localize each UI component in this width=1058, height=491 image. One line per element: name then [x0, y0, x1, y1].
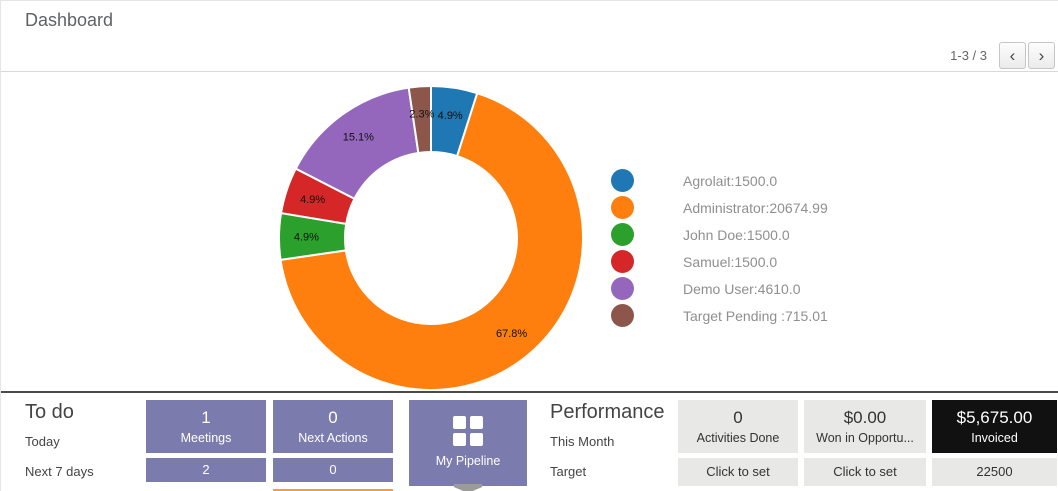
chevron-right-icon: › [1038, 46, 1045, 65]
activities-target-tile[interactable]: Click to set [678, 458, 798, 486]
invoiced-label: Invoiced [971, 430, 1018, 445]
legend-label: Administrator:20674.99 [683, 199, 828, 216]
kanban-bottom-section: To do Today Next 7 days 1 Meetings 0 Nex… [1, 391, 1058, 491]
won-opportunities-amount: $0.00 [843, 407, 887, 427]
pager-next-button[interactable]: › [1028, 42, 1055, 69]
next-actions-next7-tile[interactable]: 0 [273, 458, 393, 482]
pager: 1-3 / 3 ‹ › [950, 42, 1055, 69]
my-pipeline-tile[interactable]: My Pipeline [409, 400, 527, 486]
activities-done-tile[interactable]: 0 Activities Done [678, 400, 798, 453]
legend-item[interactable]: John Doe:1500.0 [611, 221, 828, 248]
legend-color-dot [611, 223, 634, 246]
legend-label: John Doe:1500.0 [683, 226, 790, 243]
chart-legend: Agrolait:1500.0 Administrator:20674.99 Joh… [611, 167, 828, 329]
legend-label: Agrolait:1500.0 [683, 172, 778, 189]
performance-row2-label: Target [550, 464, 587, 479]
invoiced-target-tile[interactable]: 22500 [932, 458, 1057, 486]
legend-item[interactable]: Target Pending :715.01 [611, 302, 828, 329]
pager-range: 1-3 / 3 [950, 48, 987, 63]
legend-item[interactable]: Administrator:20674.99 [611, 194, 828, 221]
next-actions-count: 0 [328, 407, 338, 427]
chevron-left-icon: ‹ [1009, 46, 1016, 65]
slice-percent-label: 4.9% [294, 232, 319, 244]
down-arrow-indicator [454, 484, 482, 491]
activities-done-label: Activities Done [696, 430, 780, 445]
meetings-label: Meetings [180, 430, 232, 445]
todo-row1-label: Today [25, 434, 60, 449]
legend-color-dot [611, 304, 634, 327]
legend-label: Target Pending :715.01 [683, 307, 828, 324]
meetings-next7-count: 2 [202, 462, 210, 478]
invoiced-tile[interactable]: $5,675.00 Invoiced [932, 400, 1057, 453]
won-opportunities-tile[interactable]: $0.00 Won in Opportu... [804, 400, 926, 453]
next-actions-label: Next Actions [298, 430, 368, 445]
todo-row2-label: Next 7 days [25, 464, 94, 479]
slice-percent-label: 67.8% [496, 328, 527, 340]
donut-slice-administrator[interactable] [279, 91, 584, 391]
legend-item[interactable]: Agrolait:1500.0 [611, 167, 828, 194]
donut-chart: 4.9% 67.8% 4.9% 4.9% 15.1% 2.3% [278, 84, 584, 391]
meetings-count: 1 [201, 407, 211, 427]
pager-prev-button[interactable]: ‹ [999, 42, 1026, 69]
meetings-next7-tile[interactable]: 2 [146, 458, 266, 482]
performance-title: Performance [550, 401, 665, 423]
won-opportunities-label: Won in Opportu... [816, 430, 914, 445]
page-title: Dashboard [25, 10, 114, 30]
won-target-tile[interactable]: Click to set [804, 458, 926, 486]
won-target-value: Click to set [833, 464, 897, 480]
slice-percent-label: 2.3% [409, 109, 434, 121]
next-actions-next7-count: 0 [329, 462, 337, 478]
legend-color-dot [611, 250, 634, 273]
slice-percent-label: 4.9% [300, 194, 325, 206]
activities-done-count: 0 [733, 407, 743, 427]
legend-item[interactable]: Samuel:1500.0 [611, 248, 828, 275]
legend-item[interactable]: Demo User:4610.0 [611, 275, 828, 302]
donut-slice-target-pending[interactable] [407, 84, 432, 155]
chart-section: 4.9% 67.8% 4.9% 4.9% 15.1% 2.3% Agrolait:1500… [1, 73, 1058, 391]
my-pipeline-label: My Pipeline [435, 454, 501, 469]
legend-color-dot [611, 196, 634, 219]
slice-percent-label: 15.1% [343, 132, 374, 144]
legend-label: Demo User:4610.0 [683, 280, 801, 297]
legend-color-dot [611, 169, 634, 192]
progress-bar-orange [273, 489, 393, 491]
performance-row1-label: This Month [550, 434, 615, 449]
legend-color-dot [611, 277, 634, 300]
invoiced-target-value: 22500 [976, 464, 1013, 480]
legend-label: Samuel:1500.0 [683, 253, 778, 270]
kanban-grid-icon [453, 416, 483, 447]
meetings-tile[interactable]: 1 Meetings [146, 400, 266, 453]
header: Dashboard 1-3 / 3 ‹ › [1, 1, 1058, 72]
invoiced-amount: $5,675.00 [956, 407, 1033, 427]
activities-target-value: Click to set [706, 464, 770, 480]
next-actions-tile[interactable]: 0 Next Actions [273, 400, 393, 453]
todo-title: To do [25, 401, 74, 423]
slice-percent-label: 4.9% [438, 110, 463, 122]
